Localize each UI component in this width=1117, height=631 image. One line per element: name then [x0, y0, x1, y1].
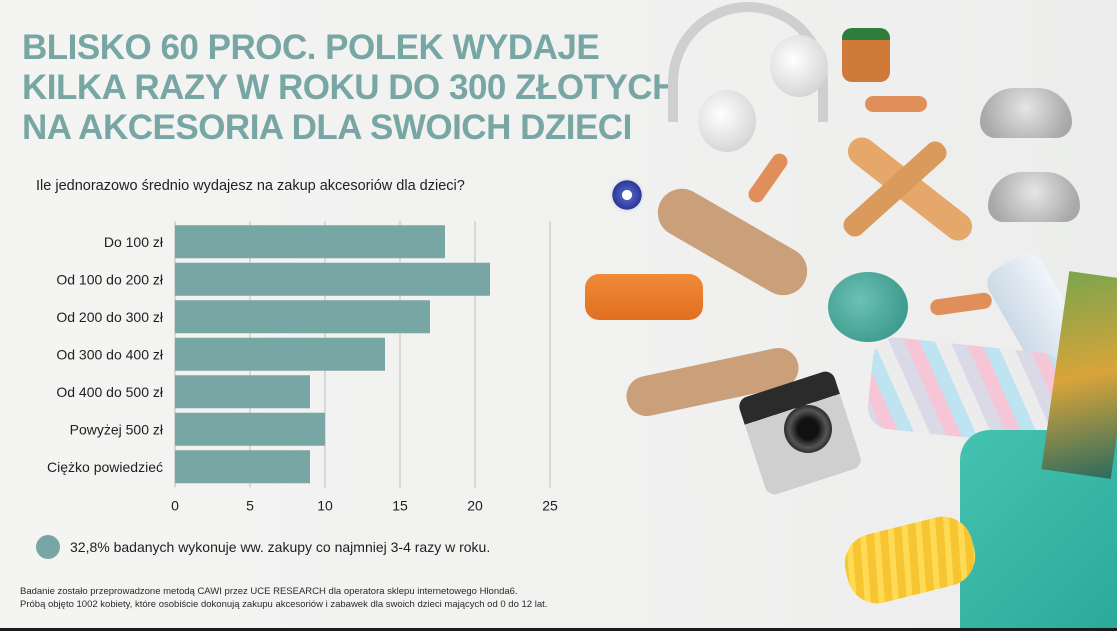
bar — [175, 225, 445, 259]
footnote: Badanie zostało przeprowadzone metodą CA… — [20, 585, 547, 611]
x-tick-label: 0 — [171, 498, 179, 514]
bar — [175, 337, 385, 371]
headphone-ear-icon — [698, 90, 756, 152]
bar — [175, 262, 490, 296]
category-label: Ciężko powiedzieć — [47, 459, 163, 475]
title-line: BLISKO 60 PROC. POLEK WYDAJE — [22, 28, 600, 67]
baby-food-jar-icon — [842, 28, 890, 82]
bar — [175, 450, 310, 484]
bar — [175, 375, 310, 409]
bar — [175, 300, 430, 334]
x-tick-label: 5 — [246, 498, 254, 514]
page-title: BLISKO 60 PROC. POLEK WYDAJE KILKA RAZY … — [22, 28, 677, 148]
juice-bottle-icon — [585, 274, 703, 320]
footnote-line: Badanie zostało przeprowadzone metodą CA… — [20, 586, 518, 597]
legend-text: 32,8% badanych wykonuje ww. zakupy co na… — [70, 539, 491, 555]
category-label: Od 200 do 300 zł — [56, 309, 164, 325]
legend: 32,8% badanych wykonuje ww. zakupy co na… — [36, 535, 490, 559]
title-line: NA AKCESORIA DLA SWOICH DZIECI — [22, 108, 632, 147]
camera-lens-icon — [784, 405, 832, 453]
category-label: Od 300 do 400 zł — [56, 346, 164, 362]
title-line: KILKA RAZY W ROKU DO 300 ZŁOTYCH — [22, 68, 677, 107]
badge-icon — [610, 178, 644, 212]
bandage-icon — [745, 150, 791, 206]
category-label: Od 100 do 200 zł — [56, 271, 164, 287]
legend-marker — [36, 535, 60, 559]
bandage-icon — [865, 96, 927, 112]
bar — [175, 412, 325, 446]
octopus-toy-icon — [828, 272, 908, 342]
accessories-illustration — [580, 0, 1117, 630]
x-tick-label: 25 — [542, 498, 558, 514]
footnote-line: Próbą objęto 1002 kobiety, które osobiśc… — [20, 599, 548, 610]
category-label: Powyżej 500 zł — [70, 421, 164, 437]
baby-shoe-icon — [988, 172, 1080, 222]
chart-question: Ile jednorazowo średnio wydajesz na zaku… — [36, 178, 465, 194]
x-tick-label: 20 — [467, 498, 483, 514]
bandage-icon — [929, 291, 993, 317]
x-tick-label: 15 — [392, 498, 408, 514]
baby-shoe-icon — [980, 88, 1072, 138]
category-label: Do 100 zł — [104, 234, 164, 250]
headphone-ear-icon — [770, 35, 828, 97]
bar-chart: 0 5 10 15 20 25 Do 100 zł Od 100 do 200 zł Od 20… — [47, 221, 558, 514]
x-tick-label: 10 — [317, 498, 333, 514]
category-label: Od 400 do 500 zł — [56, 384, 164, 400]
frame-border — [0, 628, 1117, 631]
